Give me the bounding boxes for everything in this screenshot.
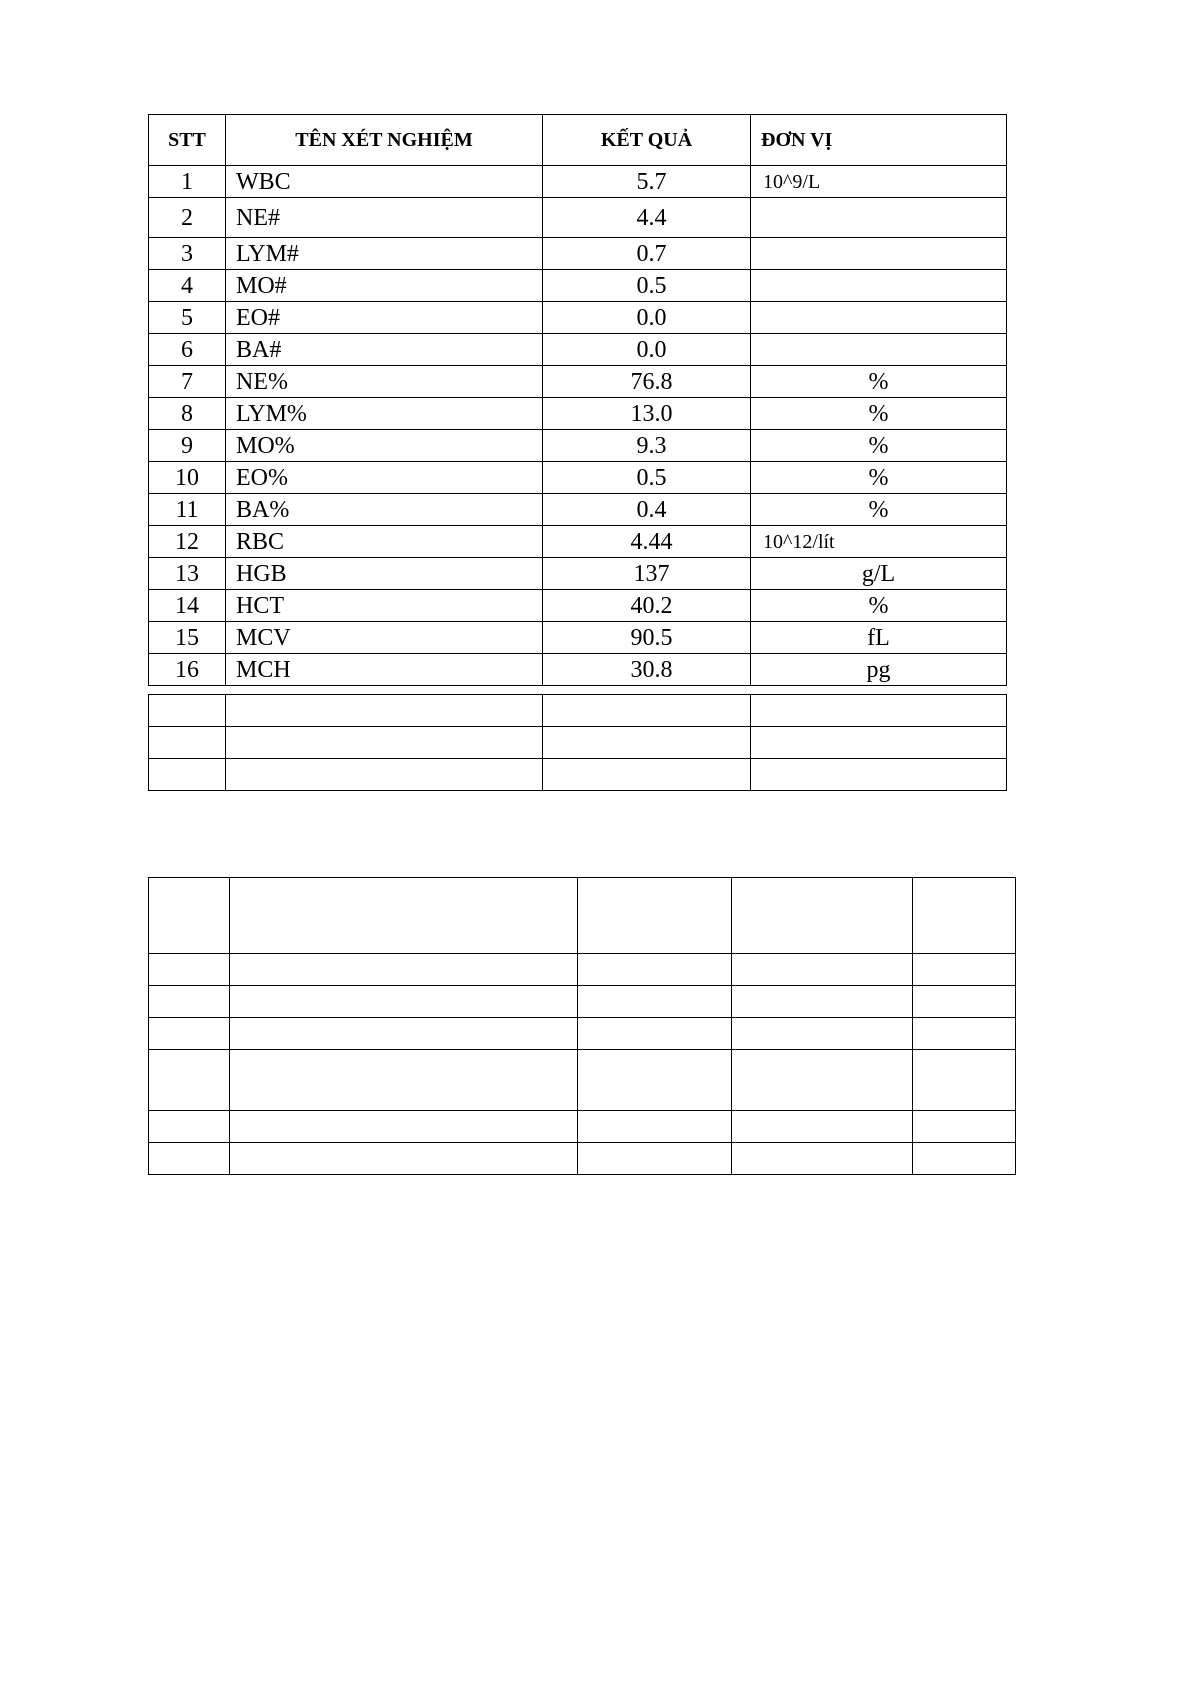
test-name: MCV — [225, 621, 543, 654]
row-number: 13 — [148, 557, 226, 590]
test-unit: g/L — [750, 557, 1007, 590]
table-row: 12 RBC 4.44 10^12/lít — [148, 525, 1007, 558]
empty-row — [148, 1017, 1016, 1050]
empty-row — [148, 1049, 1016, 1111]
table-row: 14 HCT 40.2% — [148, 589, 1007, 622]
test-result: 90.5 — [542, 621, 751, 654]
test-unit: pg — [750, 653, 1007, 686]
test-result: 30.8 — [542, 653, 751, 686]
test-unit: % — [750, 429, 1007, 462]
header-stt: STT — [148, 114, 226, 166]
row-number: 3 — [148, 237, 226, 270]
test-name: MO% — [225, 429, 543, 462]
empty-row — [148, 985, 1016, 1018]
test-result: 0.0 — [542, 301, 751, 334]
test-name: LYM# — [225, 237, 543, 270]
test-unit — [750, 333, 1007, 366]
test-result: 13.0 — [542, 397, 751, 430]
row-number: 10 — [148, 461, 226, 494]
test-name: MCH — [225, 653, 543, 686]
test-result: 137 — [542, 557, 751, 590]
row-number: 1 — [148, 165, 226, 198]
test-result: 40.2 — [542, 589, 751, 622]
table-row: 15 MCV 90.5 fL — [148, 621, 1007, 654]
table-row: 2 NE# 4.4 — [148, 197, 1007, 238]
test-result: 0.0 — [542, 333, 751, 366]
row-number: 2 — [148, 197, 226, 238]
test-result: 0.5 — [542, 269, 751, 302]
row-number: 9 — [148, 429, 226, 462]
test-name: MO# — [225, 269, 543, 302]
table-row: 11 BA% 0.4% — [148, 493, 1007, 526]
test-unit: 10^12/lít — [750, 525, 1007, 558]
test-unit: % — [750, 589, 1007, 622]
table-row: 13 HGB 137 g/L — [148, 557, 1007, 590]
results-table: STT TÊN XÉT NGHIỆM KẾT QUẢ ĐƠN VỊ 1 WBC 5.… — [148, 114, 1007, 686]
test-unit: 10^9/L — [750, 165, 1007, 198]
test-result: 4.4 — [542, 197, 751, 238]
empty-row — [148, 758, 1007, 791]
test-unit — [750, 237, 1007, 270]
table-row: 9 MO% 9.3% — [148, 429, 1007, 462]
table-row: 16 MCH 30.8 pg — [148, 653, 1007, 686]
test-result: 5.7 — [542, 165, 751, 198]
test-result: 9.3 — [542, 429, 751, 462]
test-name: BA# — [225, 333, 543, 366]
test-name: HGB — [225, 557, 543, 590]
test-name: RBC — [225, 525, 543, 558]
table-row: 7 NE% 76.8% — [148, 365, 1007, 398]
table-row: 3 LYM# 0.7 — [148, 237, 1007, 270]
test-unit: % — [750, 365, 1007, 398]
empty-row — [148, 1142, 1016, 1175]
row-number: 16 — [148, 653, 226, 686]
row-number: 12 — [148, 525, 226, 558]
test-result: 4.44 — [542, 525, 751, 558]
test-unit — [750, 269, 1007, 302]
test-name: BA% — [225, 493, 543, 526]
test-result: 76.8 — [542, 365, 751, 398]
test-name: NE% — [225, 365, 543, 398]
results-table-empty-rows — [148, 694, 1007, 791]
test-name: WBC — [225, 165, 543, 198]
table-row: 5 EO# 0.0 — [148, 301, 1007, 334]
empty-row — [148, 877, 1016, 954]
empty-table — [148, 877, 1016, 1175]
row-number: 11 — [148, 493, 226, 526]
test-unit: fL — [750, 621, 1007, 654]
test-result: 0.7 — [542, 237, 751, 270]
table-row: 1 WBC 5.7 10^9/L — [148, 165, 1007, 198]
test-unit: % — [750, 461, 1007, 494]
row-number: 8 — [148, 397, 226, 430]
test-name: HCT — [225, 589, 543, 622]
test-unit: % — [750, 397, 1007, 430]
header-row: STT TÊN XÉT NGHIỆM KẾT QUẢ ĐƠN VỊ — [148, 114, 1007, 166]
row-number: 4 — [148, 269, 226, 302]
empty-row — [148, 726, 1007, 759]
test-result: 0.5 — [542, 461, 751, 494]
header-unit: ĐƠN VỊ — [750, 114, 1007, 166]
row-number: 6 — [148, 333, 226, 366]
table-row: 10 EO% 0.5% — [148, 461, 1007, 494]
table-row: 6 BA# 0.0 — [148, 333, 1007, 366]
table-row: 8 LYM% 13.0% — [148, 397, 1007, 430]
test-name: EO% — [225, 461, 543, 494]
test-unit — [750, 197, 1007, 238]
row-number: 15 — [148, 621, 226, 654]
header-result: KẾT QUẢ — [542, 114, 751, 166]
empty-row — [148, 694, 1007, 727]
test-unit: % — [750, 493, 1007, 526]
empty-row — [148, 953, 1016, 986]
empty-row — [148, 1110, 1016, 1143]
test-result: 0.4 — [542, 493, 751, 526]
test-name: EO# — [225, 301, 543, 334]
row-number: 5 — [148, 301, 226, 334]
header-test-name: TÊN XÉT NGHIỆM — [225, 114, 543, 166]
test-unit — [750, 301, 1007, 334]
row-number: 14 — [148, 589, 226, 622]
test-name: NE# — [225, 197, 543, 238]
table-row: 4 MO# 0.5 — [148, 269, 1007, 302]
row-number: 7 — [148, 365, 226, 398]
test-name: LYM% — [225, 397, 543, 430]
